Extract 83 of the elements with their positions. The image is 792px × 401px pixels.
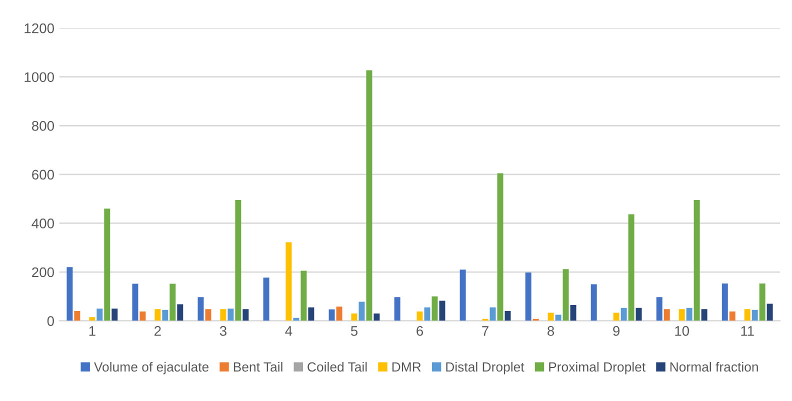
bar [336,306,342,321]
legend-label: Bent Tail [234,362,282,372]
bar [722,283,728,321]
bar [686,308,692,321]
x-tick-label: 10 [675,326,690,336]
bar [694,200,700,321]
bar [759,283,766,321]
legend-label: Volume of ejaculate [94,362,209,374]
y-tick-label: 600 [32,170,54,180]
bar [89,317,96,321]
bar [177,304,184,321]
bar [140,312,146,321]
bar [744,309,750,321]
bar [220,309,226,321]
bar [701,309,708,321]
y-tick-label: 1000 [24,72,54,82]
bar [432,296,438,321]
bar [628,214,634,321]
bar [198,297,204,321]
bar [562,269,569,321]
bar [374,313,380,321]
bar [439,300,446,321]
bar [228,308,234,321]
x-tick-label: 1 [89,326,96,336]
x-tick-label: 2 [154,326,161,336]
bar [504,311,511,321]
bar [636,308,642,321]
bar [308,307,314,321]
y-tick-label: 400 [32,218,54,228]
y-tick-label: 1200 [24,23,54,34]
bar [351,313,358,321]
bar [162,310,168,321]
bar [729,312,736,321]
legend-label: Coiled Tail [308,362,367,372]
bar [570,304,576,321]
bar [132,284,138,321]
bar [366,70,372,321]
x-tick-label: 8 [548,326,554,336]
bar [525,272,532,321]
x-tick-label: 3 [220,326,226,336]
x-tick-label: 6 [416,326,424,336]
bar [205,309,212,321]
bar [460,270,466,321]
bar [263,278,270,321]
bar [300,270,307,321]
bar [490,307,496,321]
y-tick-label: 0 [47,316,54,326]
bar [112,308,118,321]
bar [613,312,620,321]
bar [358,302,365,321]
bar [74,311,80,321]
bar [620,308,627,321]
bar [170,284,176,321]
x-tick-label: 7 [482,326,488,336]
bar [286,242,292,321]
legend-label: Normal fraction [670,362,758,372]
legend-label: DMR [392,362,421,372]
bar [242,309,249,321]
legend-label: Proximal Droplet [549,362,646,374]
bar [328,309,335,321]
bar [766,304,773,321]
bar [664,309,670,321]
bar [154,309,161,321]
bar [548,312,554,321]
x-tick-label: 9 [613,326,620,336]
bar [555,314,562,321]
y-tick-label: 200 [32,267,54,278]
bar [590,284,597,321]
legend-label: Distal Droplet [446,362,524,374]
bar [104,208,110,321]
y-tick-label: 800 [32,120,54,131]
bar [752,310,758,321]
bar [235,200,242,321]
bar [416,312,423,321]
bar [96,308,103,321]
x-tick-label: 4 [285,326,292,336]
x-tick-label: 5 [350,326,358,336]
bar [394,297,400,321]
bar [66,267,73,321]
bar [497,173,504,321]
x-tick-label: 11 [741,326,754,336]
bar [656,297,662,321]
bar [678,309,685,321]
